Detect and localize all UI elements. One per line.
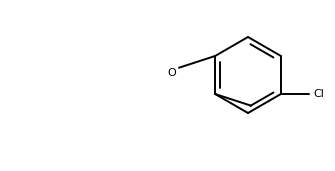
Text: O: O: [168, 68, 176, 78]
Text: Cl: Cl: [314, 89, 324, 99]
